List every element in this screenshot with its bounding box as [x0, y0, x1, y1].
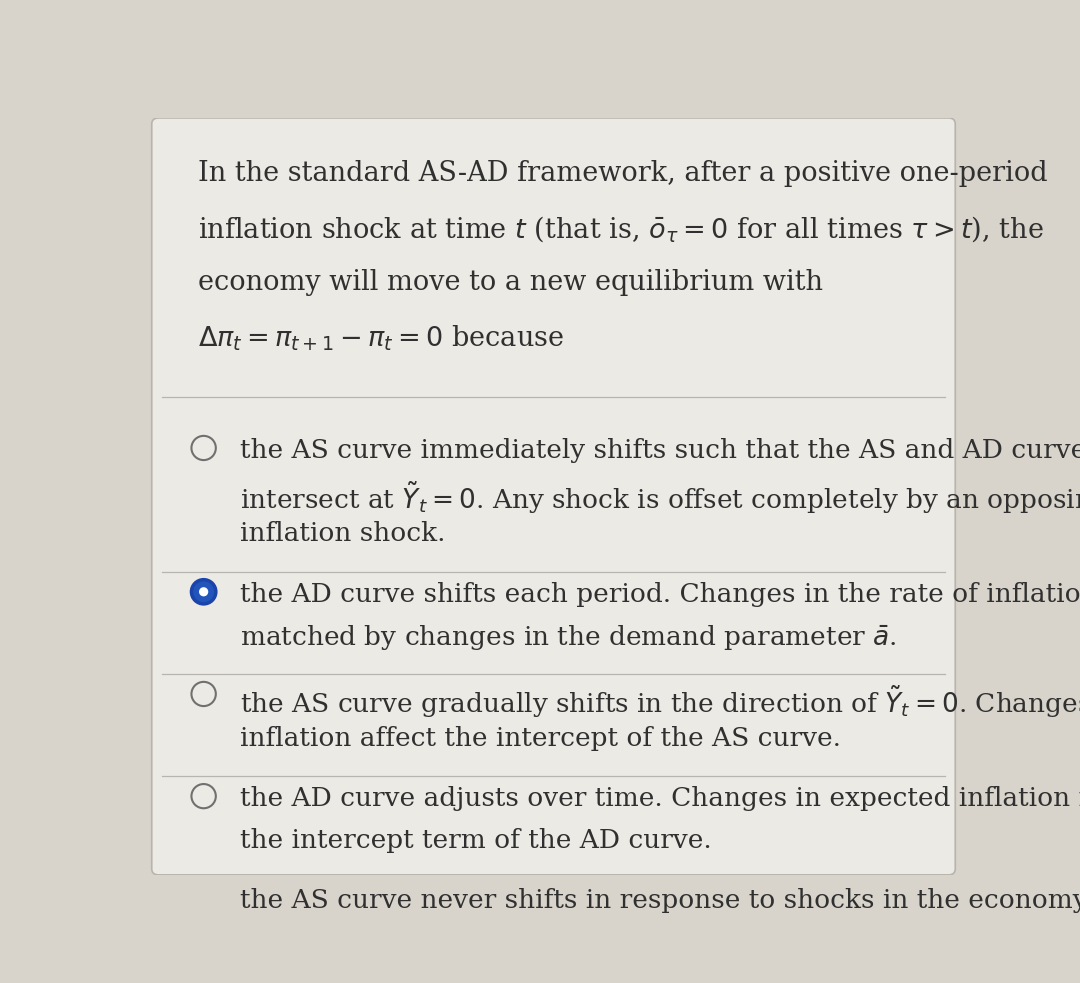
Text: inflation shock at time $t$ (that is, $\bar{o}_{\tau} = 0$ for all times $\tau >: inflation shock at time $t$ (that is, $\… — [198, 214, 1043, 244]
Ellipse shape — [191, 580, 216, 604]
Text: matched by changes in the demand parameter $\bar{a}$.: matched by changes in the demand paramet… — [240, 623, 896, 653]
Text: $\Delta\pi_t = \pi_{t+1} - \pi_t = 0$ because: $\Delta\pi_t = \pi_{t+1} - \pi_t = 0$ be… — [198, 323, 564, 353]
Text: inflation shock.: inflation shock. — [240, 521, 445, 547]
Ellipse shape — [191, 682, 216, 706]
Text: the AS curve never shifts in response to shocks in the economy.: the AS curve never shifts in response to… — [240, 889, 1080, 913]
Text: inflation affect the intercept of the AS curve.: inflation affect the intercept of the AS… — [240, 725, 840, 751]
Text: the AD curve shifts each period. Changes in the rate of inflation are: the AD curve shifts each period. Changes… — [240, 582, 1080, 607]
Text: the AS curve gradually shifts in the direction of $\tilde{Y}_t = 0$. Changes in: the AS curve gradually shifts in the dir… — [240, 684, 1080, 721]
Text: intersect at $\tilde{Y}_t = 0$. Any shock is offset completely by an opposing: intersect at $\tilde{Y}_t = 0$. Any shoc… — [240, 480, 1080, 516]
Ellipse shape — [191, 784, 216, 808]
Text: the AS curve immediately shifts such that the AS and AD curves: the AS curve immediately shifts such tha… — [240, 438, 1080, 463]
FancyBboxPatch shape — [151, 118, 956, 875]
Text: the intercept term of the AD curve.: the intercept term of the AD curve. — [240, 828, 712, 853]
Ellipse shape — [199, 587, 208, 597]
Text: economy will move to a new equilibrium with: economy will move to a new equilibrium w… — [198, 268, 823, 296]
Text: In the standard AS-AD framework, after a positive one-period: In the standard AS-AD framework, after a… — [198, 159, 1048, 187]
Ellipse shape — [191, 435, 216, 460]
Ellipse shape — [191, 887, 216, 910]
Text: the AD curve adjusts over time. Changes in expected inflation move: the AD curve adjusts over time. Changes … — [240, 786, 1080, 811]
